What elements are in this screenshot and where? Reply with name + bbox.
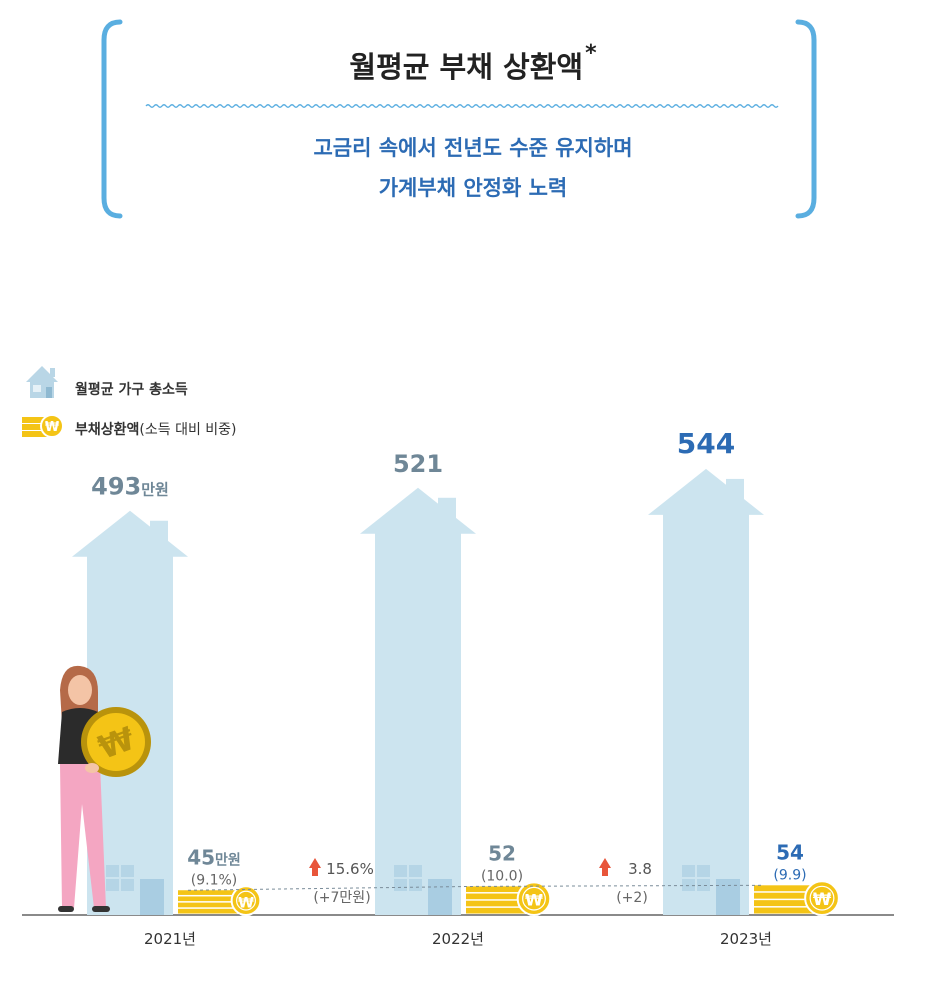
debt-bar-2022년: ₩ — [466, 881, 552, 917]
ratio-label-2021년: (9.1%) — [191, 872, 238, 888]
up-arrow-stem — [602, 867, 608, 876]
income-bar-2023년 — [648, 468, 764, 915]
legend-icons: ₩ — [22, 366, 64, 438]
house-legend-icon — [26, 366, 58, 398]
header-frame — [101, 19, 817, 219]
up-arrow-icon — [599, 858, 611, 868]
debt-label-2022년: 52 — [488, 841, 516, 865]
legend-debt-label: 부채상환액(소득 대비 비중) — [75, 422, 237, 438]
debt-bar-2021년: ₩ — [178, 885, 262, 916]
ratio-label-2022년: (10.0) — [481, 868, 523, 884]
svg-text:₩: ₩ — [238, 896, 254, 912]
change-pct-2: 3.8 — [628, 860, 652, 878]
ratio-label-2023년: (9.9) — [773, 867, 806, 883]
year-label-2021년: 2021년 — [144, 930, 196, 948]
left-bracket — [101, 19, 123, 219]
title-asterisk: * — [585, 41, 597, 67]
debt-trend-line — [187, 884, 765, 891]
subtitle-line-2: 가계부채 안정화 노력 — [378, 176, 568, 200]
year-label-2023년: 2023년 — [720, 930, 772, 948]
change-amount-2: (+2) — [616, 890, 648, 906]
svg-text:₩: ₩ — [45, 420, 60, 435]
income-label-2022년: 521 — [393, 450, 443, 478]
page-title: 월평균 부채 상환액* — [349, 41, 597, 84]
subtitle-line-1: 고금리 속에서 전년도 수준 유지하며 — [313, 136, 633, 160]
woman-illustration: ₩ — [58, 665, 151, 912]
up-arrow-icon — [309, 858, 321, 868]
wavy-divider — [145, 104, 779, 108]
income-label-2021년: 493만원 — [91, 473, 169, 501]
debt-bar-2023년: ₩ — [754, 880, 840, 917]
income-bar-2022년 — [360, 487, 476, 915]
debt-label-2023년: 54 — [776, 840, 804, 864]
debt-label-2021년: 45만원 — [187, 845, 241, 869]
legend-income-label: 월평균 가구 총소득 — [75, 382, 188, 398]
svg-text:₩: ₩ — [813, 889, 832, 909]
change-pct-1: 15.6% — [326, 860, 374, 878]
year-label-2022년: 2022년 — [432, 930, 484, 948]
up-arrow-stem — [312, 867, 318, 876]
right-bracket — [795, 19, 817, 219]
change-amount-1: (+7만원) — [313, 890, 370, 906]
svg-text:₩: ₩ — [525, 891, 543, 910]
page-subtitle: 고금리 속에서 전년도 수준 유지하며 가계부채 안정화 노력 — [0, 128, 946, 208]
income-label-2023년: 544 — [677, 427, 735, 460]
coin-legend-icon: ₩ — [22, 414, 64, 438]
